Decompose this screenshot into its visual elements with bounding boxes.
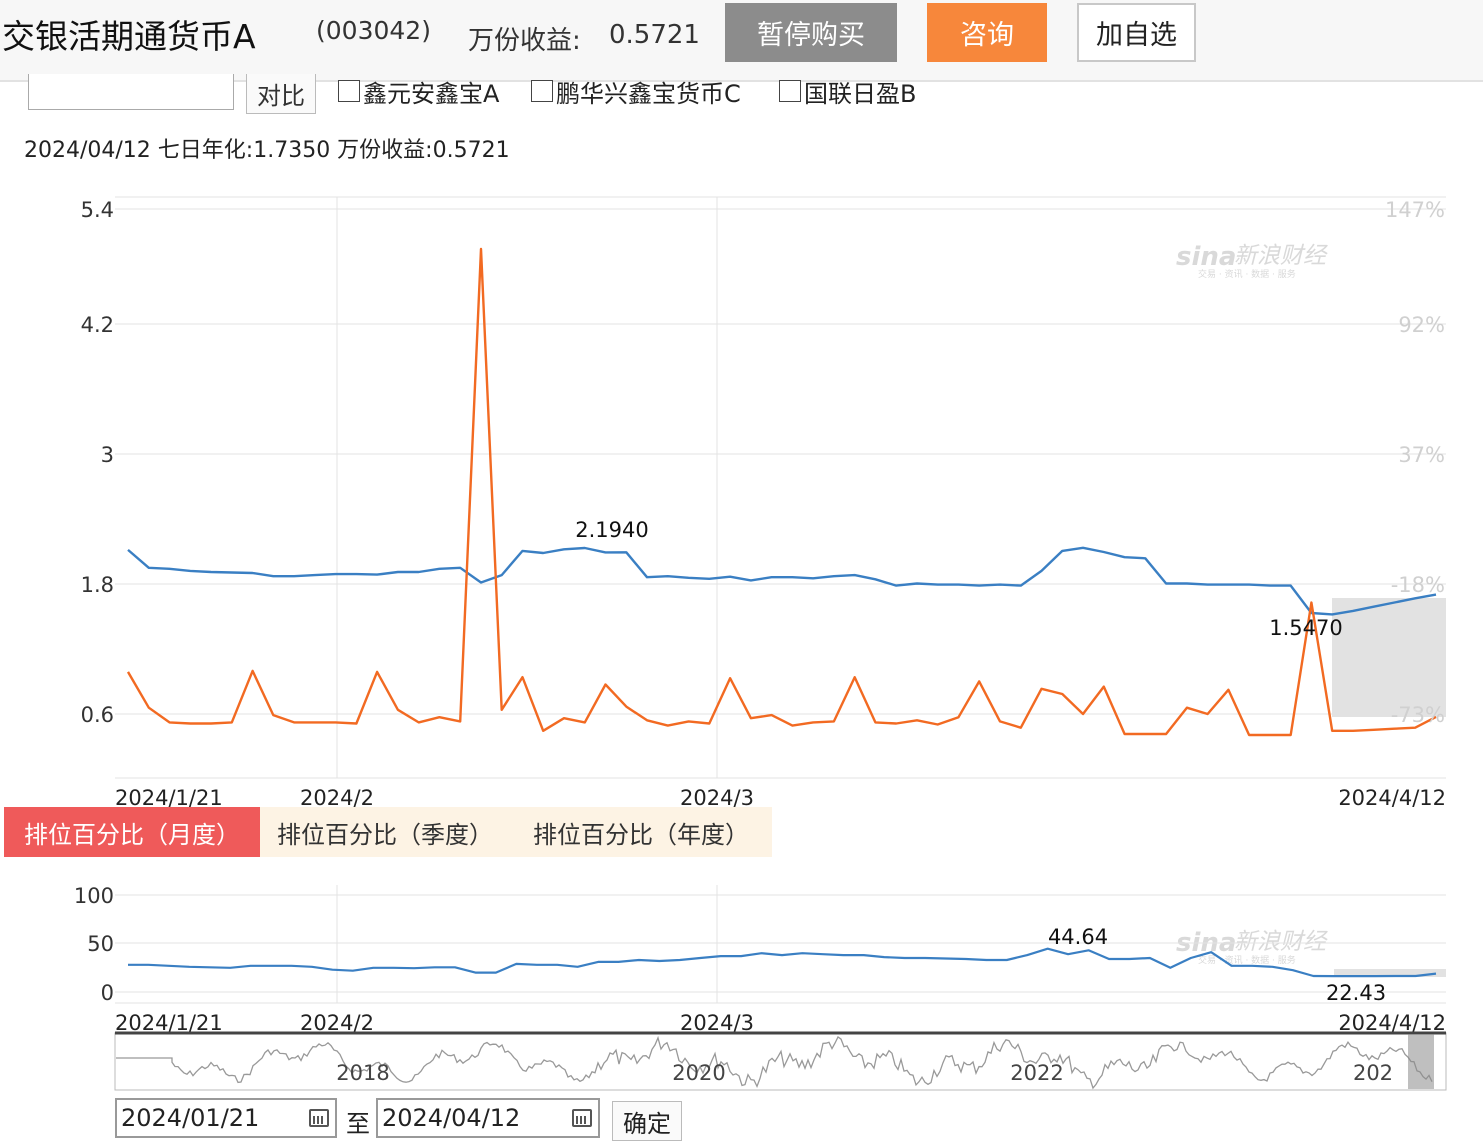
y-tick-label: 0.6 [81,703,114,727]
watermark-name: 新浪财经 [1234,243,1328,269]
compare-input[interactable] [28,74,234,110]
x-tick-label: 2024/3 [680,786,754,810]
navigator-year-label: 2020 [672,1061,725,1085]
y-tick-label: 5.4 [81,198,114,222]
watermark-tagline: 交易 · 资讯 · 数据 · 服务 [1198,954,1296,966]
x-tick-label: 2024/2 [300,1011,374,1035]
yield-info-line: 2024/04/12 七日年化:1.7350 万份收益:0.5721 [24,138,510,163]
checkbox-label: 鹏华兴鑫宝货币C [556,79,741,108]
y-tick-label: 100 [74,884,114,908]
seven-day-yield-line [127,546,1437,616]
start-date-input[interactable]: 2024/01/21 [115,1098,337,1138]
compare-checkbox-2[interactable]: 鹏华兴鑫宝货币C [531,78,741,108]
compare-checkbox-1[interactable]: 鑫元安鑫宝A [338,78,499,108]
sub-chart: sina 新浪财经 交易 · 资讯 · 数据 · 服务 100 50 02024/1… [74,884,1446,1035]
checkbox-label: 国联日盈B [804,79,917,108]
wan-yield-line [126,247,1437,737]
compare-checkbox-3[interactable]: 国联日盈B [779,78,916,108]
pause-purchase-button[interactable]: 暂停购买 [725,3,897,62]
x-tick-label: 2024/2 [300,786,374,810]
watermark-name: 新浪财经 [1234,929,1328,955]
wan-yield-value: 0.5721 [609,20,700,50]
calendar-icon[interactable] [309,1109,329,1127]
checkbox-label: 鑫元安鑫宝A [363,79,500,108]
checkbox-box[interactable] [338,80,360,102]
max-point-label: 2.1940 [575,518,648,542]
main-watermark: sina 新浪财经 交易 · 资讯 · 数据 · 服务 [1176,242,1328,280]
range-navigator[interactable]: 2018 2020 2022 202 [114,1031,1447,1091]
min-point-label: 1.5470 [1269,616,1342,640]
x-tick-label: 2024/4/12 [1338,1011,1446,1035]
calendar-icon[interactable] [572,1109,592,1127]
tab-rank-quarterly[interactable]: 排位百分比（季度） [260,807,510,857]
navigator-year-label: 2022 [1010,1061,1063,1085]
x-tick-label: 2024/4/12 [1338,786,1446,810]
fund-code: (003042) [316,16,431,45]
watermark-logo: sina [1176,242,1236,272]
right-tick-label: -18% [1391,573,1445,597]
main-series [126,247,1437,737]
x-tick-label: 2024/1/21 [115,786,223,810]
navigator-year-label: 2018 [336,1061,389,1085]
main-chart: sina 新浪财经 交易 · 资讯 · 数据 · 服务 5.4 4.2 3 1.8 0.… [81,196,1446,810]
compare-button[interactable]: 对比 [246,74,316,114]
tab-rank-yearly[interactable]: 排位百分比（年度） [510,807,772,857]
watermark-tagline: 交易 · 资讯 · 数据 · 服务 [1198,268,1296,280]
navigator-frame [114,1032,1447,1091]
x-tick-label: 2024/1/21 [115,1011,223,1035]
right-tick-label: 147% [1385,198,1445,222]
checkbox-box[interactable] [531,80,553,102]
sub-series [128,947,1437,978]
add-favorite-button[interactable]: 加自选 [1077,3,1196,62]
y-tick-label: 3 [101,443,114,467]
end-date-input[interactable]: 2024/04/12 [376,1098,600,1138]
right-tick-label: -73% [1391,703,1445,727]
right-tick-label: 37% [1398,443,1445,467]
main-labels: 5.4 4.2 3 1.8 0.6 147% 92% 37% -18% -73% 2024/1/21… [81,198,1446,810]
sub-grid [115,885,1446,1004]
range-to-label: 至 [346,1110,370,1138]
right-tick-label: 92% [1398,313,1445,337]
navigator-history-line [116,1035,1433,1090]
consult-button[interactable]: 咨询 [927,3,1047,62]
y-tick-label: 0 [101,981,114,1005]
confirm-range-button[interactable]: 确定 [612,1101,682,1141]
sub-selection-highlight [1334,969,1446,977]
navigator-year-label: 202 [1353,1061,1393,1085]
navigator-window-handle[interactable] [1408,1034,1434,1089]
min-point-label: 22.43 [1326,981,1386,1005]
navigator-years: 2018 2020 2022 202 [336,1061,1393,1085]
wan-yield-label: 万份收益: [468,26,581,56]
x-tick-label: 2024/3 [680,1011,754,1035]
selection-highlight [1332,598,1446,717]
end-date-value: 2024/04/12 [382,1104,521,1132]
tab-rank-monthly[interactable]: 排位百分比（月度） [4,807,260,857]
y-tick-label: 1.8 [81,573,114,597]
rank-percentile-line [128,947,1437,978]
max-point-label: 44.64 [1048,925,1108,949]
y-tick-label: 4.2 [81,313,114,337]
checkbox-box[interactable] [779,80,801,102]
sub-watermark: sina 新浪财经 交易 · 资讯 · 数据 · 服务 [1176,928,1328,966]
main-grid [115,196,1446,779]
y-tick-label: 50 [87,932,114,956]
fund-name: 交银活期通货币A [2,17,256,56]
start-date-value: 2024/01/21 [121,1104,260,1132]
